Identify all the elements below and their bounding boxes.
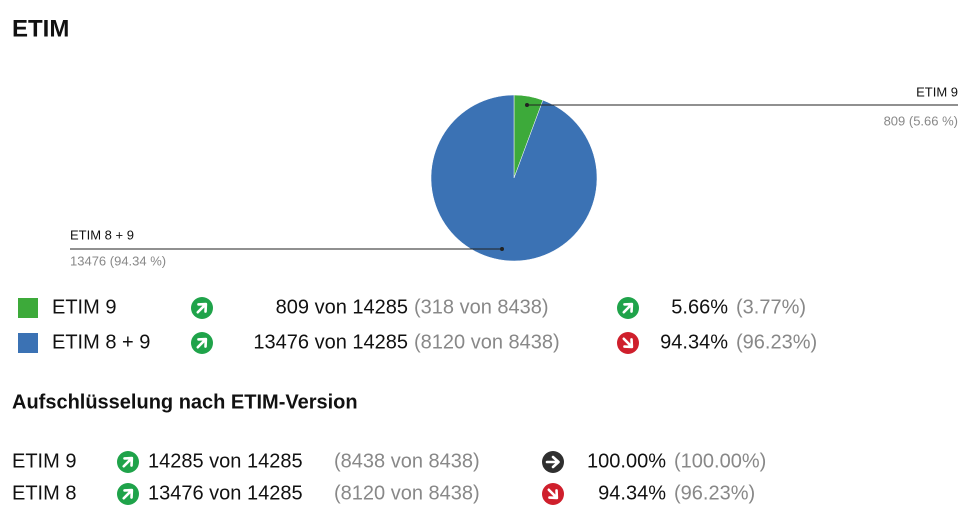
- trend-icon: [617, 297, 639, 319]
- legend-name: ETIM 9: [52, 296, 116, 318]
- legend-swatch: [18, 298, 38, 318]
- trend-icon: [191, 332, 213, 354]
- title: ETIM: [12, 15, 69, 42]
- previous-count: (8120 von 8438): [334, 482, 480, 504]
- share: 5.66%: [671, 296, 728, 318]
- trend-icon-arrow: [622, 337, 634, 349]
- share: 100.00%: [587, 450, 666, 472]
- previous-count: (8120 von 8438): [414, 331, 560, 353]
- trend-icon: [191, 297, 213, 319]
- previous-count: (318 von 8438): [414, 296, 549, 318]
- previous-share: (96.23%): [674, 482, 755, 504]
- previous-share: (3.77%): [736, 296, 806, 318]
- share: 94.34%: [598, 482, 666, 504]
- callout-dot: [525, 103, 529, 107]
- version-name: ETIM 8: [12, 482, 76, 504]
- legend-name: ETIM 8 + 9: [52, 331, 150, 353]
- version-name: ETIM 9: [12, 450, 76, 472]
- count: 809 von 14285: [276, 296, 408, 318]
- trend-icon-arrow: [545, 455, 560, 469]
- callout-value: 809 (5.66 %): [884, 113, 958, 128]
- trend-icon: [542, 483, 564, 505]
- legend-swatch: [18, 333, 38, 353]
- trend-icon-arrow: [122, 456, 134, 468]
- section-title: Aufschlüsselung nach ETIM-Version: [12, 391, 358, 413]
- trend-icon: [617, 332, 639, 354]
- trend-icon-arrow: [547, 488, 559, 500]
- trend-icon: [542, 451, 564, 473]
- trend-icon: [117, 483, 139, 505]
- previous-share: (96.23%): [736, 331, 817, 353]
- trend-icon-arrow: [622, 302, 634, 314]
- trend-icon-arrow: [196, 337, 208, 349]
- trend-icon-arrow: [196, 302, 208, 314]
- callout-value: 13476 (94.34 %): [70, 253, 166, 268]
- count: 13476 von 14285: [148, 482, 303, 504]
- previous-share: (100.00%): [674, 450, 766, 472]
- trend-icon-arrow: [122, 488, 134, 500]
- callout-label: ETIM 8 + 9: [70, 227, 134, 242]
- count: 14285 von 14285: [148, 450, 303, 472]
- callout-dot: [500, 247, 504, 251]
- callout-label: ETIM 9: [916, 84, 958, 99]
- share: 94.34%: [660, 331, 728, 353]
- pie-slice: [430, 94, 598, 262]
- previous-count: (8438 von 8438): [334, 450, 480, 472]
- trend-icon: [117, 451, 139, 473]
- count: 13476 von 14285: [253, 331, 408, 353]
